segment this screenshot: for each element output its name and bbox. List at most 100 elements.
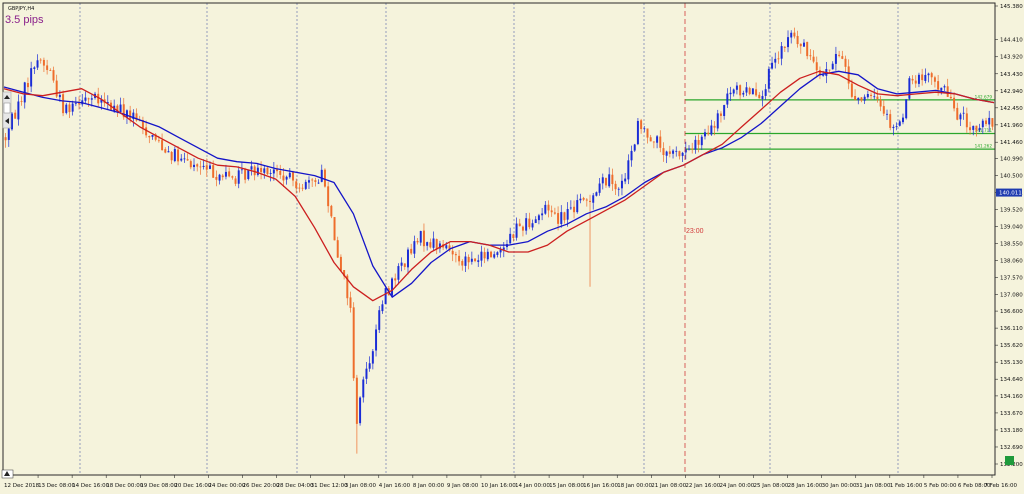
candle-body bbox=[790, 32, 793, 38]
candle-body bbox=[451, 250, 454, 255]
candle bbox=[464, 251, 467, 273]
candle-body bbox=[186, 159, 189, 161]
price-tick-label: 134.160 bbox=[1000, 394, 1023, 400]
candle-body bbox=[224, 171, 227, 177]
candle-body bbox=[901, 117, 904, 123]
candle bbox=[870, 92, 873, 100]
candle-body bbox=[253, 166, 256, 176]
candle-body bbox=[608, 174, 611, 187]
candle-body bbox=[419, 231, 422, 243]
candle-body bbox=[244, 168, 247, 180]
candle-body bbox=[167, 151, 170, 153]
candle-body bbox=[202, 165, 205, 168]
candle-body bbox=[828, 69, 831, 71]
candle-body bbox=[796, 35, 799, 45]
candle bbox=[429, 238, 432, 249]
price-tick-label: 137.080 bbox=[1000, 292, 1023, 298]
candle bbox=[419, 230, 422, 246]
candle-body bbox=[68, 104, 71, 113]
autoscroll-button[interactable] bbox=[1005, 456, 1014, 465]
candle bbox=[563, 211, 566, 224]
moving-averages bbox=[3, 70, 995, 302]
candle-body bbox=[617, 188, 620, 190]
candle bbox=[164, 147, 167, 154]
candle-body bbox=[247, 169, 250, 180]
candle-body bbox=[106, 102, 109, 104]
toolbox-middle-button[interactable] bbox=[3, 102, 11, 114]
candle bbox=[850, 79, 853, 99]
toolbox-up-arrow-icon[interactable] bbox=[4, 95, 10, 99]
candle-body bbox=[640, 120, 643, 130]
candle-body bbox=[732, 89, 735, 94]
candle bbox=[371, 349, 374, 370]
candle-body bbox=[751, 88, 754, 95]
candle bbox=[847, 59, 850, 90]
candle-body bbox=[700, 136, 703, 146]
candle bbox=[969, 121, 972, 135]
candle bbox=[815, 56, 818, 78]
candle bbox=[186, 153, 189, 161]
candle-body bbox=[343, 270, 346, 277]
time-tick-label: 10 Jan 16:00 bbox=[481, 483, 516, 489]
candle bbox=[378, 306, 381, 334]
candle bbox=[36, 54, 39, 70]
time-tick-label: 24 Dec 00:00 bbox=[208, 483, 245, 489]
candle bbox=[691, 142, 694, 154]
candle bbox=[633, 143, 636, 152]
candle bbox=[202, 159, 205, 170]
candle-body bbox=[339, 256, 342, 271]
candle bbox=[707, 125, 710, 136]
toolbox-left-arrow-icon[interactable] bbox=[5, 118, 9, 124]
candle bbox=[739, 84, 742, 100]
candle-body bbox=[394, 278, 397, 281]
candle bbox=[288, 167, 291, 179]
symbol-label: GBPJPY,H4 bbox=[8, 6, 34, 12]
scroll-marker[interactable] bbox=[1, 469, 14, 479]
candle-body bbox=[365, 368, 368, 379]
candle-body bbox=[688, 148, 691, 150]
candle bbox=[908, 76, 911, 101]
chart-toolbox[interactable] bbox=[2, 91, 12, 129]
candle-body bbox=[525, 218, 528, 231]
candle-body bbox=[474, 258, 477, 262]
candle-body bbox=[933, 77, 936, 82]
candle bbox=[62, 90, 65, 117]
candle bbox=[486, 248, 489, 262]
candle-body bbox=[461, 261, 464, 266]
candle-body bbox=[212, 165, 215, 178]
candle-body bbox=[879, 99, 882, 107]
candle bbox=[422, 223, 425, 252]
candle bbox=[52, 66, 55, 83]
candle bbox=[509, 227, 512, 244]
price-tick-label: 138.060 bbox=[1000, 258, 1023, 264]
candle bbox=[787, 30, 790, 53]
candle bbox=[26, 77, 29, 93]
candle-body bbox=[42, 59, 45, 66]
current-price-label: 140.011 bbox=[999, 191, 1022, 197]
candle bbox=[566, 202, 569, 227]
candle-body bbox=[892, 126, 895, 129]
candle bbox=[46, 59, 49, 75]
price-tick-label: 142.450 bbox=[1000, 106, 1023, 112]
candle bbox=[614, 180, 617, 195]
candle-body bbox=[352, 307, 355, 379]
candle-body bbox=[978, 127, 981, 131]
candle-body bbox=[298, 187, 301, 189]
candle bbox=[703, 128, 706, 140]
time-tick-label: 12 Dec 2018 bbox=[4, 483, 40, 489]
candle-body bbox=[975, 125, 978, 131]
candle-body bbox=[815, 62, 818, 71]
candle-body bbox=[311, 179, 314, 181]
candle-body bbox=[413, 241, 416, 254]
candle-body bbox=[729, 92, 732, 95]
candle bbox=[39, 58, 42, 64]
candle-body bbox=[282, 175, 285, 181]
moving-average-slow bbox=[3, 70, 995, 302]
candle-body bbox=[490, 251, 493, 258]
candle-body bbox=[177, 149, 180, 162]
candle bbox=[956, 102, 959, 121]
level-label: 142.679 bbox=[975, 94, 993, 99]
candle bbox=[873, 88, 876, 100]
